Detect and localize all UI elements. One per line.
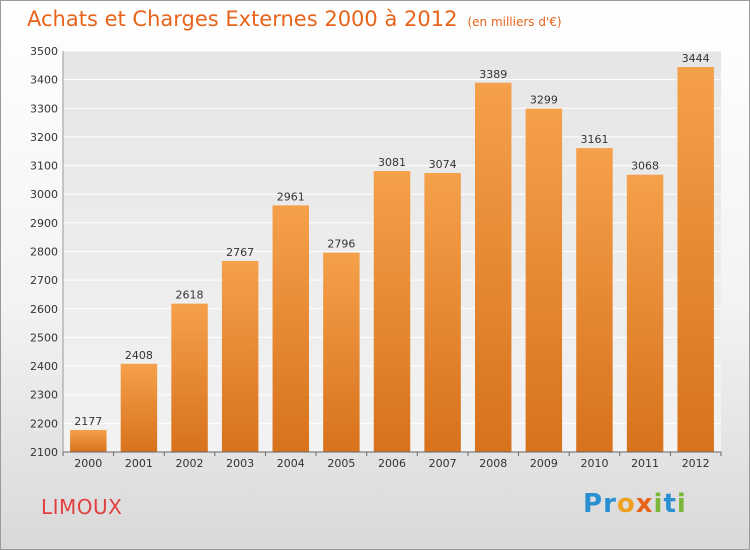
bar bbox=[221, 260, 259, 452]
bar-value-label: 3074 bbox=[429, 158, 457, 171]
x-tick-label: 2003 bbox=[226, 457, 254, 470]
bar bbox=[120, 363, 158, 452]
logo-letter: o bbox=[616, 489, 636, 519]
bar bbox=[525, 108, 563, 452]
bar bbox=[475, 82, 512, 452]
y-tick-label: 2600 bbox=[30, 303, 58, 316]
logo-letter: r bbox=[603, 489, 617, 519]
x-tick-label: 2004 bbox=[277, 457, 305, 470]
x-tick-label: 2008 bbox=[479, 457, 507, 470]
y-tick-label: 2500 bbox=[30, 331, 58, 344]
bar-value-label: 3444 bbox=[682, 52, 710, 65]
chart-title-text: Achats et Charges Externes 2000 à 2012 bbox=[27, 7, 458, 31]
bar bbox=[373, 171, 411, 453]
proxiti-logo: Proxiti bbox=[583, 489, 687, 519]
bar bbox=[626, 174, 664, 453]
x-tick-label: 2005 bbox=[327, 457, 355, 470]
bar-value-label: 2618 bbox=[176, 289, 204, 302]
bar-value-label: 2177 bbox=[74, 415, 102, 428]
bar bbox=[323, 252, 360, 452]
y-tick-label: 2100 bbox=[30, 446, 58, 459]
chart-unit: (en milliers d'€) bbox=[467, 15, 562, 29]
bar-value-label: 2961 bbox=[277, 190, 305, 203]
y-tick-label: 3500 bbox=[30, 45, 58, 58]
logo-letter: P bbox=[583, 489, 604, 519]
bar bbox=[677, 67, 714, 452]
x-tick-label: 2009 bbox=[530, 457, 558, 470]
bar-value-label: 3161 bbox=[580, 133, 608, 146]
bar-value-label: 3068 bbox=[631, 160, 659, 173]
x-tick-label: 2000 bbox=[74, 457, 102, 470]
location-label: LIMOUX bbox=[41, 495, 123, 519]
x-tick-label: 2011 bbox=[631, 457, 659, 470]
y-tick-label: 2700 bbox=[30, 274, 58, 287]
y-tick-label: 2800 bbox=[30, 246, 58, 259]
bar bbox=[424, 173, 461, 453]
y-tick-label: 2400 bbox=[30, 360, 58, 373]
bar bbox=[576, 148, 613, 452]
y-tick-label: 3100 bbox=[30, 160, 58, 173]
bar-value-label: 2767 bbox=[226, 246, 254, 259]
logo-letter: x bbox=[635, 489, 654, 519]
y-tick-label: 3000 bbox=[30, 188, 58, 201]
bar bbox=[70, 429, 107, 452]
y-tick-label: 2200 bbox=[30, 417, 58, 430]
bar-value-label: 3389 bbox=[479, 68, 507, 81]
x-tick-label: 2010 bbox=[580, 457, 608, 470]
chart-title: Achats et Charges Externes 2000 à 2012 (e… bbox=[27, 7, 562, 31]
bar-value-label: 3081 bbox=[378, 156, 406, 169]
y-tick-label: 2300 bbox=[30, 389, 58, 402]
y-tick-label: 3200 bbox=[30, 131, 58, 144]
x-tick-label: 2001 bbox=[125, 457, 153, 470]
y-tick-label: 2900 bbox=[30, 217, 58, 230]
bar-value-label: 3299 bbox=[530, 94, 558, 107]
x-tick-label: 2012 bbox=[682, 457, 710, 470]
bar-value-label: 2408 bbox=[125, 349, 153, 362]
x-tick-label: 2006 bbox=[378, 457, 406, 470]
bar bbox=[272, 205, 309, 452]
x-tick-label: 2002 bbox=[176, 457, 204, 470]
logo-letter: i bbox=[676, 489, 687, 519]
bar-value-label: 2796 bbox=[327, 238, 355, 251]
y-tick-label: 3300 bbox=[30, 102, 58, 115]
y-tick-label: 3400 bbox=[30, 74, 58, 87]
logo-letter: i bbox=[653, 489, 664, 519]
logo-letter: t bbox=[663, 489, 677, 519]
bar bbox=[171, 303, 208, 452]
x-tick-label: 2007 bbox=[429, 457, 457, 470]
